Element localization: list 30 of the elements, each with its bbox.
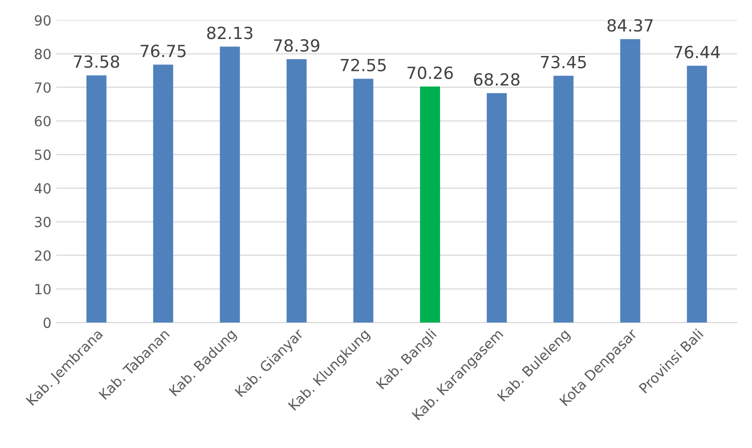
data-label: 76.44 xyxy=(674,46,720,58)
data-label: 78.39 xyxy=(274,39,320,52)
data-label: 72.55 xyxy=(340,58,386,72)
data-label: 68.28 xyxy=(474,73,520,86)
data-label: 82.13 xyxy=(207,26,252,40)
y-tick-label: 10 xyxy=(35,284,51,294)
y-tick-label: 70 xyxy=(35,82,51,93)
bar xyxy=(86,75,106,323)
bar xyxy=(686,66,707,323)
data-label: 73.45 xyxy=(540,56,586,68)
bar xyxy=(153,64,174,323)
y-tick-label: 90 xyxy=(34,15,51,26)
y-tick-label: 50 xyxy=(34,150,51,160)
y-tick-label: 20 xyxy=(34,250,51,261)
y-tick-label: 30 xyxy=(34,216,51,228)
bar xyxy=(353,78,374,323)
bar xyxy=(286,59,307,323)
bar xyxy=(553,76,574,323)
data-label: 73.58 xyxy=(74,55,120,68)
bar xyxy=(220,46,240,323)
y-tick-label: 40 xyxy=(34,183,51,194)
y-tick-label: 80 xyxy=(34,48,51,60)
y-tick-label: 0 xyxy=(44,318,51,328)
y-tick-label: 60 xyxy=(34,116,51,126)
data-label: 76.75 xyxy=(140,44,186,58)
data-label: 84.37 xyxy=(607,19,653,32)
bar xyxy=(486,93,507,323)
bar xyxy=(620,39,640,323)
bar xyxy=(420,86,440,323)
data-label: 70.26 xyxy=(408,66,453,80)
